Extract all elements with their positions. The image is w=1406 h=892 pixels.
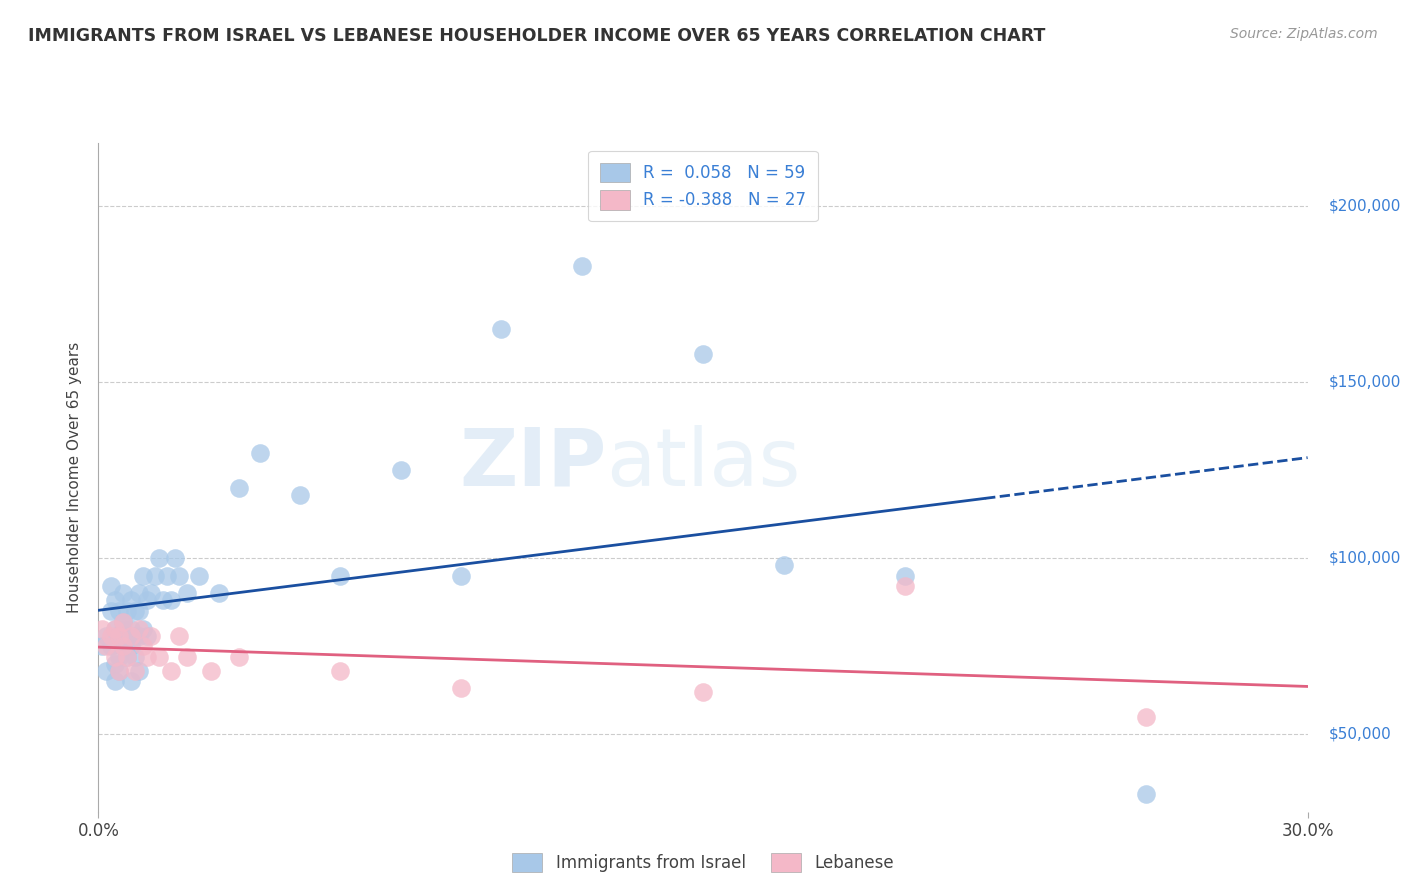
- Text: atlas: atlas: [606, 425, 800, 503]
- Point: [692, 685, 714, 699]
- Point: [91, 622, 114, 636]
- Point: [103, 657, 125, 671]
- Point: [111, 615, 134, 629]
- Text: IMMIGRANTS FROM ISRAEL VS LEBANESE HOUSEHOLDER INCOME OVER 65 YEARS CORRELATION : IMMIGRANTS FROM ISRAEL VS LEBANESE HOUSE…: [28, 27, 1046, 45]
- Point: [288, 488, 311, 502]
- Point: [100, 629, 122, 643]
- Text: ZIP: ZIP: [458, 425, 606, 503]
- Point: [128, 586, 150, 600]
- Point: [176, 586, 198, 600]
- Point: [135, 649, 157, 664]
- Point: [96, 664, 118, 678]
- Point: [100, 639, 122, 653]
- Point: [96, 629, 118, 643]
- Point: [132, 569, 155, 583]
- Point: [249, 445, 271, 459]
- Point: [120, 629, 142, 643]
- Point: [107, 604, 129, 618]
- Point: [115, 649, 138, 664]
- Point: [772, 558, 794, 573]
- Point: [163, 551, 186, 566]
- Point: [107, 664, 129, 678]
- Point: [148, 551, 170, 566]
- Point: [1135, 787, 1157, 801]
- Point: [115, 604, 138, 618]
- Point: [111, 639, 134, 653]
- Text: $200,000: $200,000: [1329, 199, 1400, 213]
- Point: [139, 586, 162, 600]
- Point: [107, 664, 129, 678]
- Point: [107, 649, 129, 664]
- Point: [692, 347, 714, 361]
- Point: [128, 604, 150, 618]
- Point: [135, 629, 157, 643]
- Point: [329, 569, 352, 583]
- Point: [111, 622, 134, 636]
- Point: [103, 593, 125, 607]
- Text: Source: ZipAtlas.com: Source: ZipAtlas.com: [1230, 27, 1378, 41]
- Point: [103, 622, 125, 636]
- Y-axis label: Householder Income Over 65 years: Householder Income Over 65 years: [67, 342, 83, 613]
- Point: [103, 649, 125, 664]
- Point: [91, 639, 114, 653]
- Point: [128, 664, 150, 678]
- Point: [124, 649, 146, 664]
- Point: [124, 604, 146, 618]
- Point: [491, 322, 513, 336]
- Point: [389, 463, 412, 477]
- Point: [143, 569, 166, 583]
- Point: [148, 649, 170, 664]
- Point: [450, 569, 472, 583]
- Point: [115, 629, 138, 643]
- Point: [893, 579, 915, 593]
- Point: [228, 481, 250, 495]
- Point: [200, 664, 222, 678]
- Point: [124, 664, 146, 678]
- Point: [100, 604, 122, 618]
- Point: [115, 649, 138, 664]
- Point: [120, 622, 142, 636]
- Point: [96, 639, 118, 653]
- Point: [329, 664, 352, 678]
- Point: [132, 639, 155, 653]
- Point: [208, 586, 231, 600]
- Point: [160, 593, 183, 607]
- Point: [103, 674, 125, 689]
- Text: $50,000: $50,000: [1329, 727, 1392, 742]
- Point: [893, 569, 915, 583]
- Legend: Immigrants from Israel, Lebanese: Immigrants from Israel, Lebanese: [501, 841, 905, 884]
- Point: [107, 629, 129, 643]
- Point: [571, 259, 593, 273]
- Point: [152, 593, 174, 607]
- Point: [124, 629, 146, 643]
- Point: [450, 681, 472, 696]
- Point: [120, 674, 142, 689]
- Text: $150,000: $150,000: [1329, 375, 1400, 390]
- Text: $100,000: $100,000: [1329, 550, 1400, 566]
- Point: [128, 629, 150, 643]
- Point: [135, 593, 157, 607]
- Point: [111, 615, 134, 629]
- Point: [107, 629, 129, 643]
- Point: [176, 649, 198, 664]
- Point: [156, 569, 179, 583]
- Point: [100, 579, 122, 593]
- Point: [132, 622, 155, 636]
- Point: [1135, 709, 1157, 723]
- Point: [167, 629, 190, 643]
- Point: [128, 622, 150, 636]
- Point: [160, 664, 183, 678]
- Point: [188, 569, 211, 583]
- Point: [139, 629, 162, 643]
- Point: [228, 649, 250, 664]
- Point: [120, 639, 142, 653]
- Point: [103, 622, 125, 636]
- Point: [167, 569, 190, 583]
- Point: [111, 586, 134, 600]
- Point: [111, 639, 134, 653]
- Point: [120, 593, 142, 607]
